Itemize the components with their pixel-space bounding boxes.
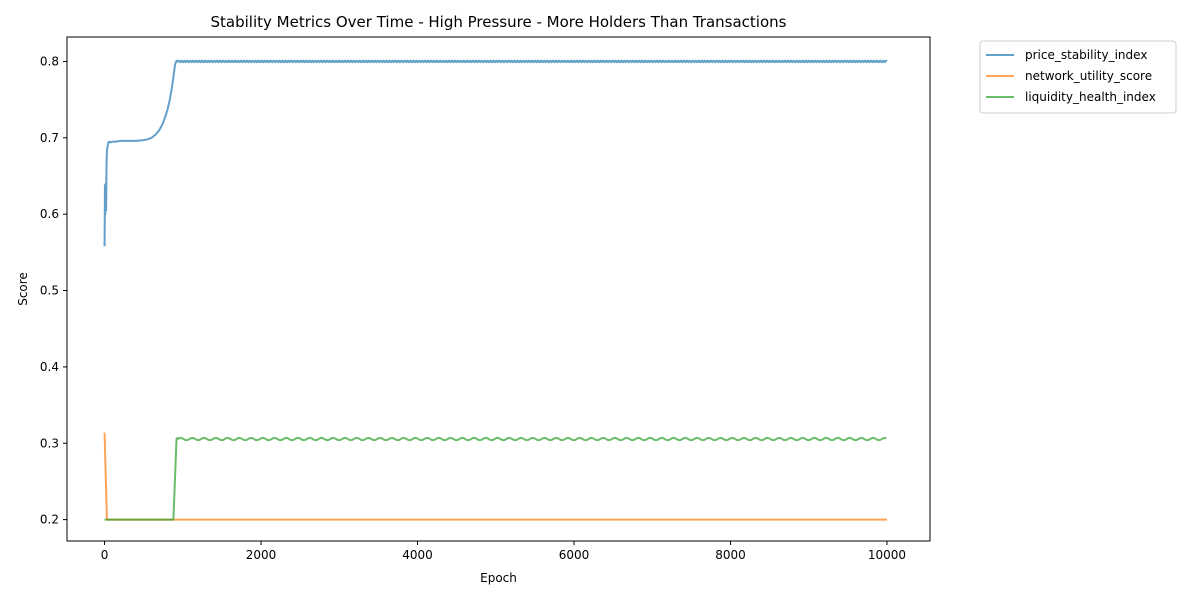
plot-frame	[66, 36, 931, 542]
x-tick-label: 10000	[868, 548, 906, 562]
x-tick-label: 6000	[559, 548, 590, 562]
y-tick-label: 0.7	[40, 131, 59, 145]
chart-title: Stability Metrics Over Time - High Press…	[211, 13, 787, 31]
x-axis-label: Epoch	[480, 571, 517, 585]
legend-entry-label: network_utility_score	[1025, 69, 1152, 83]
y-axis-label: Score	[16, 272, 30, 306]
x-tick-label: 8000	[715, 548, 746, 562]
y-axis-ticks: 0.2 0.3 0.4 0.5 0.6 0.7 0.8	[40, 54, 67, 527]
x-axis-ticks: 0 2000 4000 6000 8000 10000	[101, 541, 906, 562]
series-line-liquidity-health-index	[104, 436, 887, 521]
y-tick-label: 0.4	[40, 360, 59, 374]
legend: price_stability_index network_utility_sco…	[979, 40, 1177, 114]
series-lines	[103, 59, 888, 521]
y-tick-label: 0.5	[40, 284, 59, 298]
y-tick-label: 0.8	[40, 54, 59, 68]
plot-area: 0 2000 4000 6000 8000 10000 0.20.30.40.50.60.…	[40, 36, 931, 562]
x-tick-label: 4000	[402, 548, 433, 562]
y-tick-label: 0.2	[40, 513, 59, 527]
legend-entry-label: liquidity_health_index	[1025, 90, 1156, 104]
legend-frame	[979, 40, 1177, 114]
series-line-price-stability-index	[103, 59, 888, 247]
y-tick-label: 0.6	[40, 207, 59, 221]
y-tick-label: 0.3	[40, 436, 59, 450]
x-tick-label: 2000	[246, 548, 277, 562]
series-line-network-utility-score	[103, 432, 887, 521]
x-tick-label: 0	[101, 548, 109, 562]
legend-entry-label: price_stability_index	[1025, 48, 1147, 62]
